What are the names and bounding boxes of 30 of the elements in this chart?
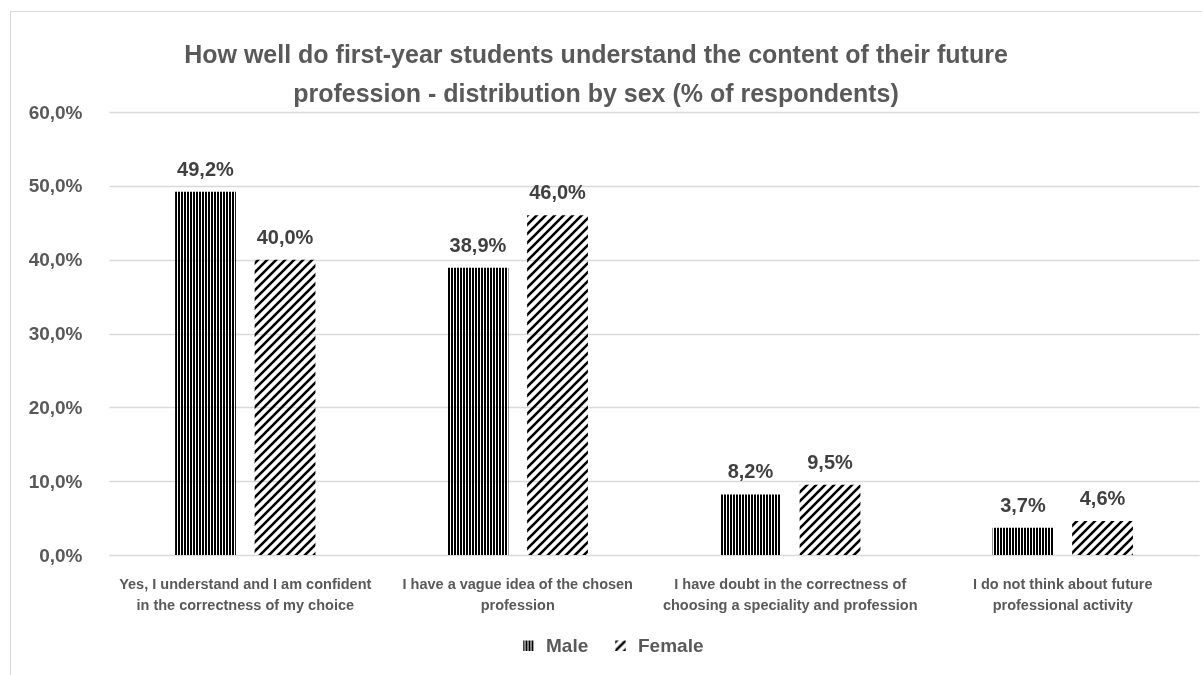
y-tick-label: 60,0% xyxy=(28,101,83,123)
bar xyxy=(447,267,509,555)
y-tick-label: 0,0% xyxy=(39,544,83,566)
legend-label: Male xyxy=(546,634,589,656)
data-label: 46,0% xyxy=(529,181,587,204)
y-tick-label: 40,0% xyxy=(28,249,83,271)
data-label: 9,5% xyxy=(807,450,854,473)
data-label: 8,2% xyxy=(727,460,774,483)
x-tick-label: Yes, I understand and I am confident in the correctness of my choice xyxy=(119,575,372,613)
y-tick-label: 50,0% xyxy=(28,175,83,197)
bar xyxy=(527,215,588,555)
data-label: 38,9% xyxy=(449,233,507,256)
bar xyxy=(720,494,781,555)
y-tick-label: 20,0% xyxy=(28,396,83,418)
data-label: 40,0% xyxy=(256,225,314,248)
x-tick-label: I do not think about future professional activity xyxy=(972,575,1153,613)
chart-title: How well do first-year students understand the content of their future profession - distribution by sex (% of respondents) xyxy=(184,40,1008,107)
y-tick-label: 30,0% xyxy=(28,323,83,344)
x-tick-label: I have doubt in the correctness of choosing a speciality and profession xyxy=(662,575,918,613)
x-tick-label: I have a vague idea of the chosen profession xyxy=(402,575,633,613)
legend-label: Female xyxy=(638,634,704,656)
bar xyxy=(175,191,236,555)
bar xyxy=(992,527,1054,555)
data-label: 4,6% xyxy=(1079,487,1126,510)
data-label: 49,2% xyxy=(177,157,235,180)
y-tick-label: 10,0% xyxy=(28,470,83,492)
bar xyxy=(254,259,316,555)
bar xyxy=(799,484,861,555)
data-label: 3,7% xyxy=(1000,493,1046,516)
bar xyxy=(1072,521,1133,555)
